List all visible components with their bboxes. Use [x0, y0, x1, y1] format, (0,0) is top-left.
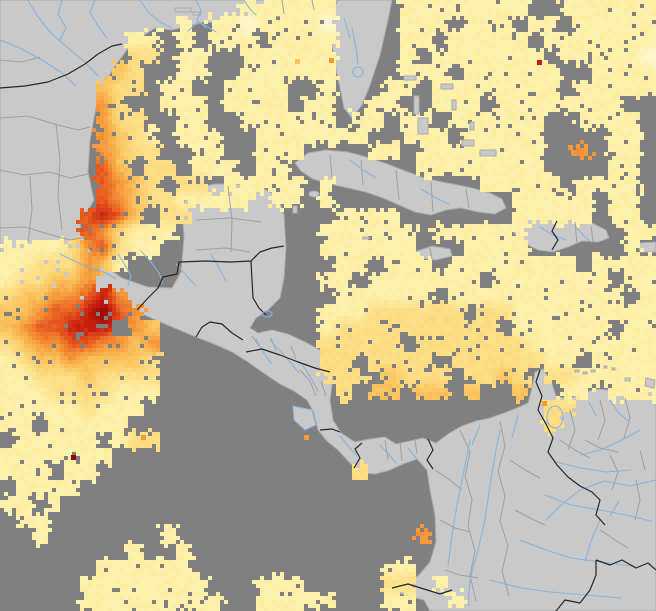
map-graphic: [440, 83, 454, 90]
map-graphic: [580, 429, 641, 456]
admin-borders-group: [0, 0, 646, 602]
map-graphic: [343, 17, 359, 65]
border-colombia-south: [555, 560, 597, 611]
border-venezuela-brazil: [595, 559, 656, 571]
map-graphic: [434, 469, 479, 579]
map-graphic: [429, 221, 594, 260]
map-graphic: [555, 461, 632, 473]
map-graphic: [117, 250, 164, 287]
border-colombia-venezuela: [535, 369, 606, 526]
map-graphic: [467, 429, 501, 607]
border-costarica-panama: [353, 442, 363, 469]
map-graphic: [451, 99, 457, 111]
map-graphic: [559, 439, 646, 549]
map-graphic: [57, 0, 108, 41]
map-graphic: [281, 0, 339, 15]
map-graphic: [588, 399, 629, 422]
map-graphic: [292, 205, 298, 214]
map-graphic: [362, 236, 370, 240]
border-colombia-ecuador: [391, 583, 453, 595]
map-graphic: [584, 500, 620, 562]
map-graphic: [349, 159, 450, 205]
map-graphic: [545, 479, 656, 521]
map-graphic: [174, 7, 192, 13]
map-graphic: [139, 0, 173, 29]
map-graphic: [255, 338, 319, 392]
map-graphic: [192, 11, 202, 16]
map-graphic: [329, 154, 470, 213]
map-graphic: [339, 435, 417, 464]
map-graphic: [55, 123, 63, 231]
map-graphic: [0, 169, 89, 179]
map-graphic: [459, 429, 477, 602]
map-graphic: [187, 0, 257, 33]
border-nicaragua-costarica: [319, 428, 341, 433]
border-us-mexico: [0, 43, 123, 89]
map-graphic: [195, 185, 262, 253]
lake-okeechobee: [352, 66, 364, 78]
map-graphic: [447, 439, 471, 567]
map-graphic: [539, 226, 592, 243]
map-graphic: [611, 367, 616, 371]
map-graphic: [308, 190, 320, 198]
map-graphic: [27, 0, 99, 77]
island-trinidad: [644, 377, 656, 389]
map-graphic: [509, 459, 546, 526]
map-graphic: [175, 253, 227, 287]
map-graphic: [0, 39, 77, 87]
lake-izabal: [261, 310, 273, 318]
map-graphic: [0, 226, 87, 241]
map-graphic: [471, 414, 519, 446]
border-central-america: [195, 321, 331, 373]
lakes-group: [261, 66, 564, 431]
map-graphic: [567, 397, 631, 451]
map-graphic: [603, 365, 608, 369]
map-graphic: [479, 149, 497, 157]
international-borders-group: [0, 43, 656, 611]
lake-nicaragua: [292, 405, 317, 431]
map-graphic: [251, 335, 297, 360]
map-graphic: [299, 369, 327, 397]
map-graphic: [27, 175, 33, 243]
map-graphic: [544, 494, 652, 522]
small-islands-group: [174, 7, 656, 389]
map-graphic: [0, 115, 91, 131]
map-graphic: [590, 369, 596, 373]
map-graphic: [519, 539, 632, 567]
map-graphic: [413, 95, 420, 115]
border-haiti-dominican: [551, 220, 559, 251]
border-panama-colombia: [426, 438, 434, 470]
map-graphic: [624, 377, 631, 382]
lake-maracaibo: [546, 405, 564, 429]
border-mexico-guatemala-belize: [136, 245, 285, 316]
map-graphic: [0, 56, 41, 63]
map-graphic: [403, 75, 417, 81]
map-graphic: [384, 439, 418, 462]
map-graphic: [59, 253, 117, 280]
map-graphic: [417, 117, 429, 135]
map-graphic: [582, 371, 588, 375]
map-graphic: [469, 121, 475, 131]
map-graphic: [461, 139, 475, 147]
map-graphic: [489, 579, 622, 599]
map-graphic: [497, 420, 510, 597]
map-graphic: [574, 369, 580, 373]
